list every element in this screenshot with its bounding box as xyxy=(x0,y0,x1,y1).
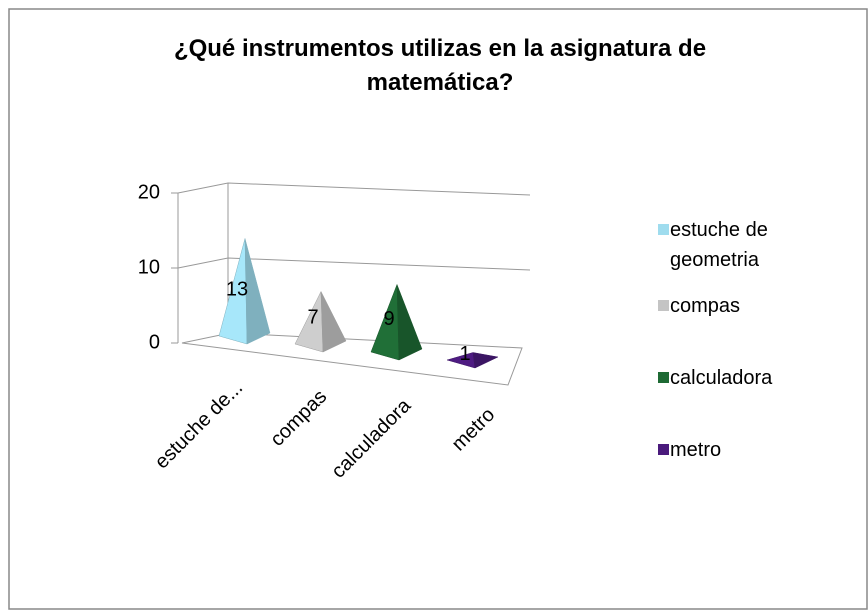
pyramid xyxy=(446,352,499,369)
y-tick-label: 0 xyxy=(149,331,160,353)
floor xyxy=(181,332,523,386)
y-tick-label: 20 xyxy=(138,181,160,203)
pyramid xyxy=(294,291,347,353)
legend-swatch xyxy=(658,444,669,455)
pyramid xyxy=(218,238,271,345)
pyramid xyxy=(370,284,423,361)
legend-entry: estuche de geometria xyxy=(658,215,840,275)
legend-label: calculadora xyxy=(670,367,773,389)
x-tick-label: metro xyxy=(448,404,500,456)
legend-entry: calculadora xyxy=(658,363,840,393)
grid-line xyxy=(177,182,531,196)
x-tick-label: calculadora xyxy=(327,394,416,483)
data-label: 1 xyxy=(459,343,470,365)
legend-label: compas xyxy=(670,295,741,317)
legend-entry: metro xyxy=(658,435,840,465)
pyramid-face xyxy=(472,352,499,369)
legend-label: metro xyxy=(670,439,722,461)
grid-line xyxy=(177,257,531,271)
x-tick-label: compas xyxy=(266,386,331,451)
data-label: 7 xyxy=(307,307,318,329)
legend-label: estuche de geometria xyxy=(670,219,768,271)
data-label: 13 xyxy=(226,278,248,300)
chart-title: ¿Qué instrumentos utilizas en la asignat… xyxy=(173,35,707,96)
legend-swatch xyxy=(658,372,669,383)
y-tick-label: 10 xyxy=(138,256,160,278)
legend-entry: compas xyxy=(658,291,840,321)
legend-swatch xyxy=(658,224,669,235)
pyramid-face xyxy=(244,238,271,345)
pyramid-face xyxy=(396,284,423,361)
data-label: 9 xyxy=(383,308,394,330)
frame-border xyxy=(8,8,868,610)
x-tick-label: estuche de... xyxy=(151,377,248,474)
pyramid-face xyxy=(320,291,347,353)
legend-swatch xyxy=(658,300,669,311)
